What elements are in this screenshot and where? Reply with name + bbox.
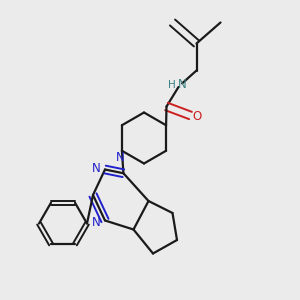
Text: N: N [92, 161, 101, 175]
Text: N: N [178, 78, 187, 91]
Text: O: O [193, 110, 202, 124]
Text: N: N [92, 215, 101, 229]
Text: H: H [168, 80, 176, 90]
Text: N: N [116, 151, 125, 164]
